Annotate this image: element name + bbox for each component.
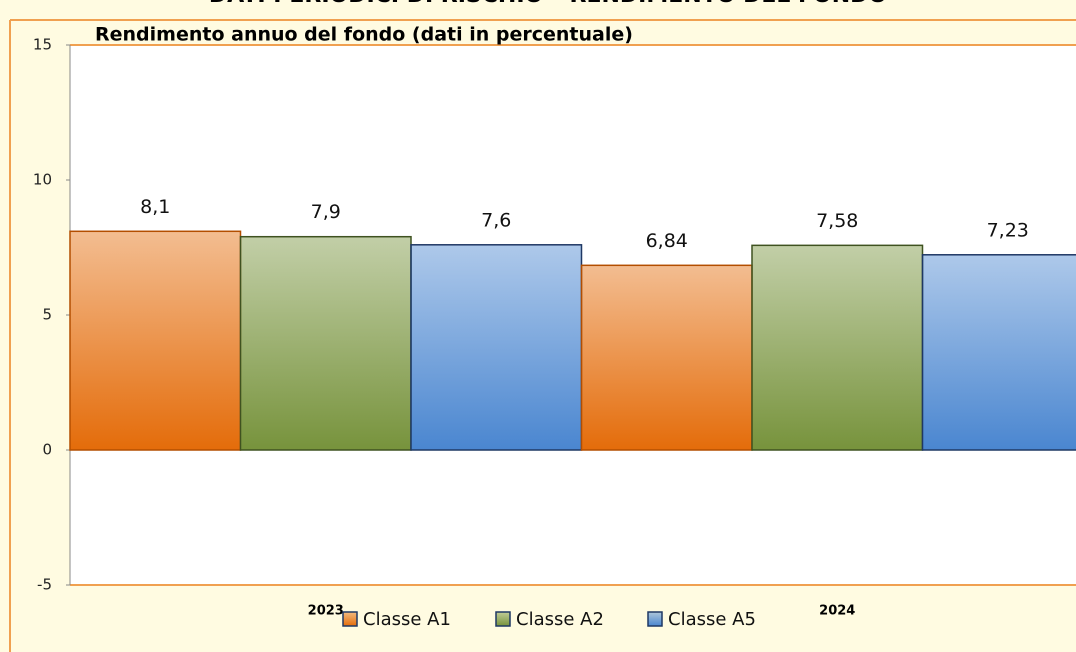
value-label: 6,84 <box>646 230 688 252</box>
legend-label: Classe A2 <box>516 609 604 630</box>
bar <box>921 254 1076 451</box>
y-tick-label: -5 <box>37 576 52 594</box>
bar <box>751 244 924 451</box>
y-tick-label: 15 <box>33 36 52 54</box>
bar <box>580 264 753 451</box>
y-tick-label: 5 <box>42 306 52 324</box>
legend-label: Classe A5 <box>668 609 756 630</box>
legend-swatch <box>647 611 663 627</box>
x-tick-label: 2023 <box>308 604 344 619</box>
page-title: DATI PERIODICI DI RISCHIO – RENDIMENTO D… <box>209 0 887 8</box>
legend-label: Classe A1 <box>363 609 451 630</box>
y-tick-label: 10 <box>33 171 52 189</box>
value-label: 7,23 <box>987 219 1029 241</box>
x-tick-label: 2024 <box>819 604 855 619</box>
value-label: 8,1 <box>140 196 170 218</box>
legend-swatch <box>342 611 358 627</box>
bar <box>69 230 242 451</box>
value-label: 7,9 <box>311 201 341 223</box>
bar <box>239 235 412 451</box>
value-label: 7,58 <box>816 210 858 232</box>
legend-swatch <box>495 611 511 627</box>
value-label: 7,6 <box>481 209 511 231</box>
y-tick-label: 0 <box>42 441 52 459</box>
chart-title: Rendimento annuo del fondo (dati in perc… <box>95 24 633 46</box>
bar <box>410 244 583 451</box>
